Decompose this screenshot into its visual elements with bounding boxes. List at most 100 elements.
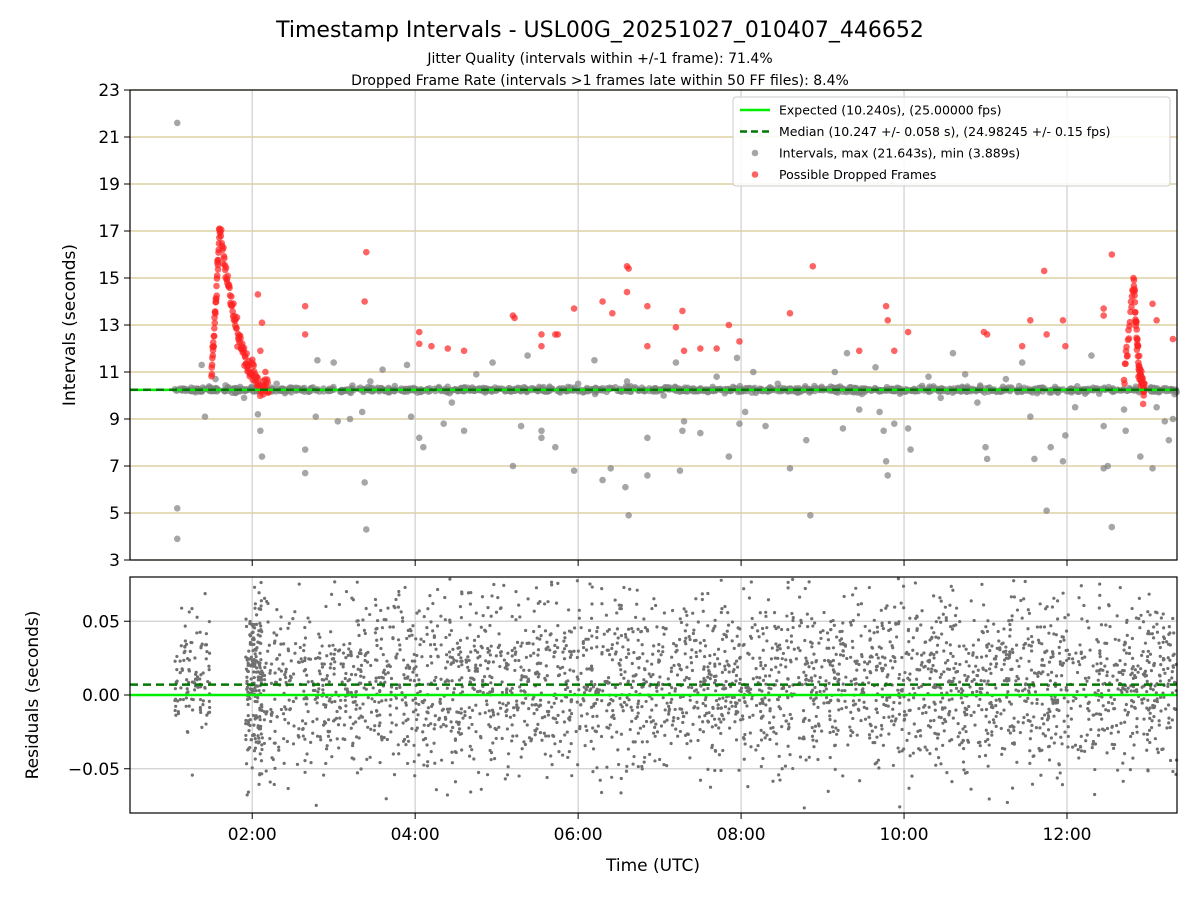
residual-point <box>499 653 503 658</box>
residual-point <box>406 717 410 721</box>
residual-point <box>780 686 784 691</box>
dropped-frame-point <box>1043 331 1050 338</box>
residual-point <box>957 644 961 648</box>
residual-point <box>770 646 774 650</box>
residual-point <box>575 700 579 704</box>
residual-point <box>297 582 301 586</box>
residual-point <box>984 668 988 673</box>
residual-point <box>686 732 690 736</box>
residual-point <box>1145 732 1150 736</box>
residual-point <box>398 648 402 652</box>
residual-point <box>623 632 628 637</box>
residual-point <box>1116 687 1120 691</box>
residual-point <box>1158 679 1163 683</box>
residual-point <box>478 663 483 667</box>
residual-point <box>258 772 262 776</box>
residual-point <box>710 743 714 747</box>
residual-point <box>610 735 614 739</box>
residual-point <box>515 703 519 707</box>
residual-point <box>1109 731 1113 735</box>
residual-point <box>552 701 556 705</box>
residual-point <box>319 738 323 742</box>
interval-point <box>1132 383 1140 390</box>
residual-point <box>962 710 967 714</box>
residual-point <box>389 730 393 734</box>
residual-point <box>267 643 271 647</box>
residual-point <box>865 676 869 680</box>
residual-point <box>946 658 950 663</box>
residual-point <box>977 754 982 759</box>
residual-point <box>1130 656 1135 660</box>
residual-point <box>671 719 675 723</box>
residual-point <box>359 648 363 652</box>
residual-point <box>797 676 801 680</box>
residual-point <box>908 672 912 676</box>
residual-point <box>258 708 262 712</box>
residual-point <box>1166 666 1170 671</box>
residual-point <box>1152 699 1157 703</box>
interval-point <box>599 476 606 484</box>
residual-point <box>927 660 931 664</box>
dropped-frame-point <box>1100 305 1107 312</box>
residual-point <box>577 616 581 620</box>
residual-point <box>681 711 685 715</box>
residual-point <box>939 762 943 766</box>
residual-point <box>798 755 803 759</box>
residual-point <box>328 666 332 670</box>
residual-point <box>532 609 536 613</box>
residual-point <box>953 613 958 618</box>
residual-point <box>363 631 367 636</box>
residual-point <box>487 709 491 713</box>
residual-point <box>919 734 923 738</box>
residual-point <box>414 728 418 732</box>
residual-point <box>849 655 853 659</box>
residual-point <box>1116 730 1121 734</box>
residual-point <box>631 679 635 683</box>
residual-point <box>859 634 863 638</box>
residual-point <box>207 619 211 624</box>
residual-point <box>264 769 268 773</box>
interval-point <box>623 378 631 385</box>
residual-point <box>1145 654 1150 659</box>
residual-point <box>572 649 576 653</box>
residual-point <box>355 771 360 775</box>
residual-point <box>694 650 698 654</box>
residual-point <box>589 646 594 650</box>
residual-point <box>1098 651 1102 656</box>
residual-point <box>350 756 354 760</box>
residual-point <box>966 675 970 679</box>
residual-point <box>252 626 257 630</box>
residual-point <box>918 728 922 733</box>
residual-point <box>390 721 394 725</box>
residual-point <box>460 590 464 594</box>
residual-point <box>1006 728 1011 732</box>
residual-point <box>774 731 778 736</box>
residual-point <box>1019 598 1023 603</box>
residual-point <box>1135 725 1139 729</box>
residual-point <box>894 622 898 626</box>
residual-point <box>497 725 501 729</box>
residual-point <box>836 728 840 732</box>
interval-point <box>1120 406 1128 413</box>
residual-point <box>839 642 843 646</box>
interval-point <box>1047 443 1055 451</box>
residual-point <box>734 659 739 663</box>
residual-point <box>702 667 706 671</box>
residual-point <box>1137 616 1141 621</box>
residual-point <box>886 704 890 708</box>
residual-point <box>1016 720 1020 724</box>
residual-point <box>1023 641 1028 646</box>
residual-point <box>330 755 334 759</box>
residual-point <box>273 741 277 745</box>
residual-point <box>361 702 365 706</box>
residual-point <box>582 691 587 695</box>
residual-point <box>262 718 266 722</box>
residual-point <box>942 670 946 674</box>
residual-point <box>619 673 623 677</box>
residual-point <box>628 727 632 732</box>
residual-point <box>559 699 564 703</box>
residual-point <box>282 642 286 646</box>
residual-point <box>490 689 495 694</box>
residual-point <box>828 717 832 722</box>
residual-point <box>504 703 508 708</box>
